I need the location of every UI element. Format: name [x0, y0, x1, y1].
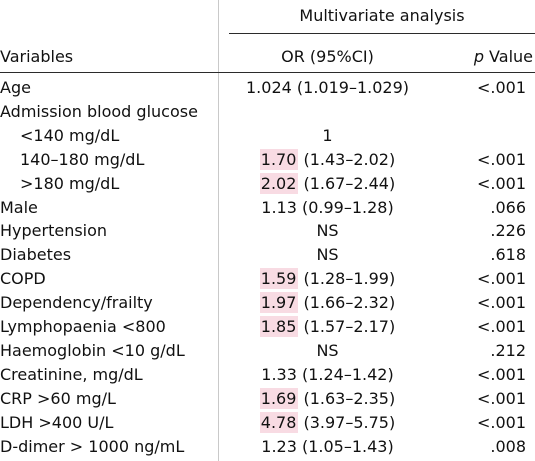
table-row: CRP >60 mg/L 1.69 (1.63–2.35) <.001 [0, 387, 535, 411]
or-value: 1.70 [259, 148, 299, 170]
or-ci: (1.63–2.35) [298, 388, 396, 408]
p-value-cell: .066 [490, 197, 526, 217]
or-value: 1.024 [246, 78, 292, 97]
group-rule [229, 33, 535, 34]
variable-cell: Diabetes [0, 245, 72, 265]
p-value-cell: .618 [490, 245, 526, 265]
or-value: 1.85 [259, 316, 299, 337]
or-cell: NS [229, 341, 426, 361]
or-ci: (3.97–5.75) [298, 412, 396, 432]
or-cell: 1.23 (1.05–1.43) [229, 437, 426, 457]
or-ci: (1.67–2.44) [298, 173, 396, 193]
header-p-italic: p [473, 47, 484, 66]
or-value: NS [316, 340, 339, 360]
or-value: 4.78 [259, 411, 299, 433]
or-value: 1.59 [259, 268, 299, 290]
variable-cell: Haemoglobin <10 g/dL [0, 340, 185, 360]
table-row: D-dimer > 1000 ng/mL 1.23 (1.05–1.43) .008 [0, 435, 535, 459]
or-ci: (1.43–2.02) [298, 149, 396, 169]
or-cell: 1.69 (1.63–2.35) [229, 387, 426, 409]
or-cell: 1 [229, 126, 426, 146]
or-ci: (1.57–2.17) [298, 317, 396, 336]
variable-cell: Male [0, 197, 38, 217]
variable-cell: COPD [0, 269, 46, 289]
or-value: NS [316, 245, 339, 265]
or-cell: 1.13 (0.99–1.28) [229, 198, 426, 218]
variable-cell: CRP >60 mg/L [0, 388, 116, 408]
table-row: Male 1.13 (0.99–1.28) .066 [0, 196, 535, 220]
p-value-cell: <.001 [476, 173, 526, 193]
header-p-value: p Value [474, 47, 533, 67]
p-value-cell: <.001 [476, 364, 526, 384]
or-ci: (1.28–1.99) [298, 269, 396, 289]
table-row: Hypertension NS .226 [0, 219, 535, 243]
or-cell: 4.78 (3.97–5.75) [229, 411, 426, 433]
or-cell: 1.70 (1.43–2.02) [229, 148, 426, 170]
variable-cell: D-dimer > 1000 ng/mL [0, 436, 185, 456]
variable-cell: LDH >400 U/L [0, 412, 114, 432]
p-value-cell: .008 [490, 436, 526, 456]
column-divider [218, 0, 219, 461]
table-row: Admission blood glucose [0, 100, 535, 124]
or-cell: 1.97 (1.66–2.32) [229, 292, 426, 314]
table-row: Age 1.024 (1.019–1.029) <.001 [0, 76, 535, 100]
variable-cell: <140 mg/dL [20, 125, 120, 145]
p-value-cell: <.001 [476, 269, 526, 289]
or-ci: (1.05–1.43) [296, 436, 394, 456]
or-cell: NS [229, 245, 426, 265]
variable-cell: >180 mg/dL [20, 173, 120, 193]
variable-cell: Dependency/frailty [0, 293, 153, 313]
or-ci: (1.66–2.32) [298, 293, 396, 313]
table-row: Lymphopaenia <800 1.85 (1.57–2.17) <.001 [0, 315, 535, 339]
group-title: Multivariate analysis [299, 6, 465, 25]
table-row: LDH >400 U/L 4.78 (3.97–5.75) <.001 [0, 411, 535, 435]
variable-cell: 140–180 mg/dL [20, 149, 145, 169]
or-cell: NS [229, 221, 426, 241]
or-cell: 1.85 (1.57–2.17) [229, 316, 426, 337]
table-row: Diabetes NS .618 [0, 243, 535, 267]
or-ci: (1.24–1.42) [296, 364, 394, 384]
or-value: 1 [322, 125, 333, 145]
variable-cell: Admission blood glucose [0, 101, 198, 121]
table-row: Haemoglobin <10 g/dL NS .212 [0, 339, 535, 363]
or-cell: 1.59 (1.28–1.99) [229, 268, 426, 290]
p-value-cell: <.001 [476, 149, 526, 169]
header-or: OR (95%CI) [281, 47, 374, 66]
p-value-cell: <.001 [476, 317, 526, 336]
or-value: 2.02 [259, 172, 299, 194]
header-rule [0, 72, 535, 73]
or-value: 1.23 [261, 436, 297, 456]
or-value: NS [316, 221, 339, 241]
or-cell: 2.02 (1.67–2.44) [229, 172, 426, 194]
variable-cell: Hypertension [0, 221, 108, 241]
or-cell: 1.33 (1.24–1.42) [229, 365, 426, 385]
or-value: 1.33 [261, 364, 297, 384]
table-row: Dependency/frailty 1.97 (1.66–2.32) <.001 [0, 291, 535, 315]
or-value: 1.13 [261, 197, 297, 217]
or-value: 1.97 [259, 292, 299, 314]
p-value-cell: <.001 [476, 412, 526, 432]
or-ci: (0.99–1.28) [296, 197, 394, 217]
p-value-cell: .212 [490, 340, 526, 360]
table-row: 140–180 mg/dL 1.70 (1.43–2.02) <.001 [0, 148, 535, 172]
p-value-cell: .226 [490, 221, 526, 241]
table-row: COPD 1.59 (1.28–1.99) <.001 [0, 267, 535, 291]
variable-cell: Creatinine, mg/dL [0, 364, 143, 384]
table-row: <140 mg/dL 1 [0, 124, 535, 148]
or-value: 1.69 [259, 387, 299, 409]
p-value-cell: <.001 [476, 293, 526, 313]
or-cell: 1.024 (1.019–1.029) [229, 78, 426, 98]
header-p-rest: Value [483, 47, 533, 66]
p-value-cell: <.001 [476, 78, 526, 97]
variable-cell: Age [0, 78, 31, 97]
p-value-cell: <.001 [476, 388, 526, 408]
table-row: Creatinine, mg/dL 1.33 (1.24–1.42) <.001 [0, 363, 535, 387]
header-variables: Variables [0, 47, 74, 66]
variable-cell: Lymphopaenia <800 [0, 317, 166, 336]
or-ci: (1.019–1.029) [291, 78, 409, 97]
table-row: >180 mg/dL 2.02 (1.67–2.44) <.001 [0, 172, 535, 196]
